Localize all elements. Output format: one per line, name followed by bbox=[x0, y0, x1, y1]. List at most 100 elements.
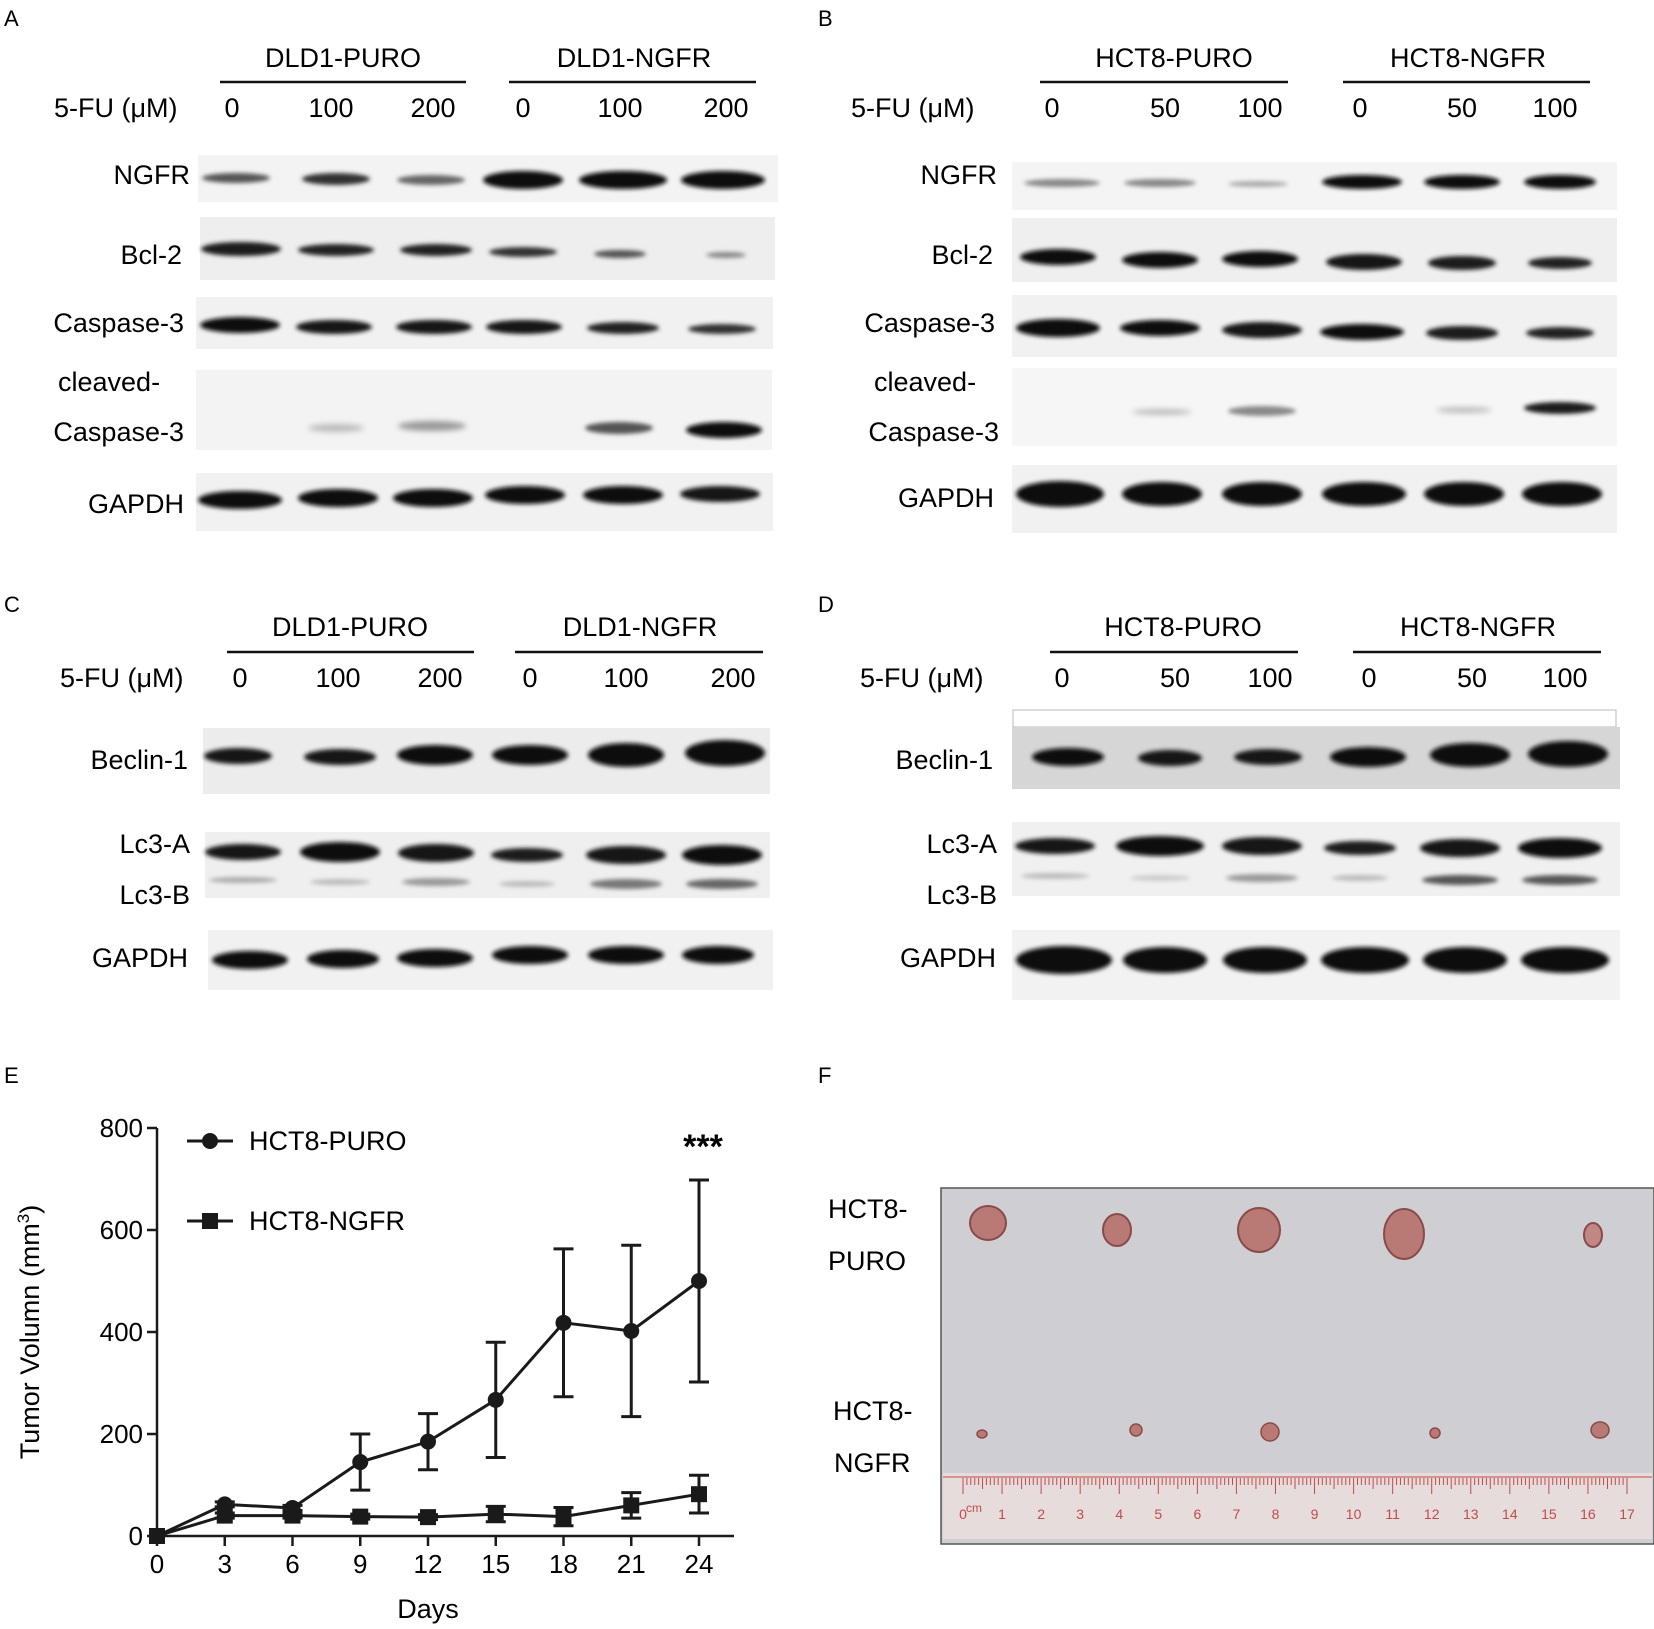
ruler-number: 7 bbox=[1233, 1506, 1241, 1522]
panel-c-letter: C bbox=[4, 592, 20, 617]
blot-strip-lc3 bbox=[205, 832, 770, 898]
ruler-number: 15 bbox=[1541, 1506, 1557, 1522]
panel-d-row-label: GAPDH bbox=[900, 943, 996, 973]
blot-band bbox=[492, 946, 568, 964]
series-1 bbox=[149, 1473, 709, 1544]
panel-f-letter: F bbox=[818, 1063, 831, 1088]
panel-d-dose: 50 bbox=[1160, 663, 1190, 693]
panel-d: D HCT8-PURO HCT8-NGFR 5-FU (μM) 0 50 100… bbox=[818, 592, 1620, 1000]
panel-d-row-label: Beclin-1 bbox=[895, 745, 993, 775]
blot-band bbox=[1016, 481, 1104, 507]
blot-band bbox=[1222, 482, 1302, 506]
blot-strip-gapdh bbox=[1012, 465, 1617, 533]
blot-band bbox=[209, 877, 277, 883]
blot-band bbox=[1424, 482, 1504, 506]
blot-band bbox=[590, 879, 662, 889]
ruler: cm 0 1 2 3 4 5 6 7 8 9 10 11 12 13 14 15 16 17 bbox=[943, 1473, 1652, 1539]
x-tick-label: 21 bbox=[617, 1549, 646, 1579]
y-tick-label: 600 bbox=[100, 1215, 143, 1245]
panel-b-row-label: Bcl-2 bbox=[931, 240, 993, 270]
ruler-unit: cm bbox=[966, 1501, 982, 1515]
blot-strip-cleaved-caspase3 bbox=[1012, 368, 1617, 446]
blot-band bbox=[397, 745, 473, 765]
blot-band bbox=[594, 250, 646, 258]
blot-band bbox=[1528, 741, 1608, 767]
panel-e: E 0 200 400 600 800 0 3 6 9 12 15 18 21 24 Days Tumor V… bbox=[4, 1063, 734, 1624]
blot-strip-ngfr bbox=[1012, 162, 1617, 210]
blot-band bbox=[1424, 175, 1500, 189]
blot-band bbox=[393, 489, 473, 507]
blot-band bbox=[486, 320, 562, 334]
data-point bbox=[352, 1454, 369, 1471]
ruler-number: 4 bbox=[1115, 1506, 1123, 1522]
panel-c-group-puro: DLD1-PURO bbox=[272, 612, 428, 642]
panel-a-dose: 200 bbox=[703, 93, 748, 123]
blot-band bbox=[1524, 175, 1596, 189]
panel-e-letter: E bbox=[4, 1063, 19, 1088]
blot-strip-frame bbox=[1012, 709, 1617, 728]
blot-band bbox=[296, 320, 372, 334]
panel-a-row-label: Caspase-3 bbox=[53, 417, 184, 447]
blot-band bbox=[706, 252, 746, 258]
blot-band bbox=[398, 844, 474, 862]
panel-f-row-label: HCT8- bbox=[828, 1194, 908, 1224]
blot-band bbox=[1016, 946, 1112, 974]
blot-band bbox=[587, 322, 659, 334]
panel-a-row-label: Bcl-2 bbox=[120, 240, 182, 270]
blot-band bbox=[300, 842, 380, 862]
tumor-specimen bbox=[1429, 1427, 1441, 1439]
panel-a-letter: A bbox=[4, 6, 19, 31]
panel-d-treatment-label: 5-FU (μM) bbox=[860, 663, 984, 693]
blot-band bbox=[579, 171, 667, 189]
tumor-specimen bbox=[1260, 1422, 1280, 1442]
blot-band bbox=[680, 486, 760, 502]
blot-band bbox=[1436, 407, 1492, 413]
panel-d-row-label: Lc3-B bbox=[926, 880, 997, 910]
x-tick-label: 0 bbox=[150, 1549, 164, 1579]
panel-a-dose: 100 bbox=[308, 93, 353, 123]
blot-band bbox=[682, 946, 754, 964]
panel-b-blot bbox=[1012, 162, 1617, 533]
ruler-body bbox=[943, 1473, 1652, 1539]
blot-band bbox=[682, 845, 762, 865]
panel-d-dose: 0 bbox=[1361, 663, 1376, 693]
blot-band bbox=[1015, 838, 1095, 854]
tumor-specimen bbox=[1590, 1421, 1610, 1439]
panel-b-row-label: NGFR bbox=[921, 160, 998, 190]
blot-band bbox=[1138, 750, 1202, 766]
blot-band bbox=[1526, 327, 1594, 339]
blot-band bbox=[1024, 179, 1100, 187]
panel-a: A DLD1-PURO DLD1-NGFR 5-FU (μM) 0 100 20… bbox=[4, 6, 778, 531]
panel-d-group-puro: HCT8-PURO bbox=[1104, 612, 1262, 642]
ruler-number: 16 bbox=[1580, 1506, 1596, 1522]
tumor-specimen bbox=[1583, 1222, 1603, 1248]
blot-band bbox=[298, 244, 374, 256]
ruler-number: 1 bbox=[998, 1506, 1006, 1522]
blot-band bbox=[1426, 326, 1498, 340]
blot-band bbox=[489, 247, 557, 257]
blot-band bbox=[1020, 249, 1096, 265]
blot-strip-gapdh bbox=[196, 473, 773, 531]
panel-a-blot bbox=[196, 155, 778, 531]
ruler-number: 3 bbox=[1076, 1506, 1084, 1522]
data-point bbox=[487, 1506, 504, 1523]
x-tick-label: 9 bbox=[353, 1549, 367, 1579]
blot-band bbox=[1324, 841, 1396, 855]
panel-c-row-label: GAPDH bbox=[92, 943, 188, 973]
blot-band bbox=[397, 949, 473, 967]
blot-band bbox=[1228, 181, 1288, 187]
panel-d-dose: 50 bbox=[1457, 663, 1487, 693]
panel-a-dose: 100 bbox=[597, 93, 642, 123]
panel-b-dose: 100 bbox=[1237, 93, 1282, 123]
panel-b-dose: 0 bbox=[1352, 93, 1367, 123]
blot-band bbox=[585, 422, 653, 434]
x-tick-label: 24 bbox=[685, 1549, 714, 1579]
tumor-specimen bbox=[969, 1205, 1007, 1241]
legend-marker bbox=[202, 1213, 218, 1229]
blot-band bbox=[586, 846, 666, 864]
ruler-number: 11 bbox=[1385, 1506, 1400, 1522]
panel-b-letter: B bbox=[818, 6, 833, 31]
ruler-number: 6 bbox=[1193, 1506, 1201, 1522]
blot-band bbox=[1116, 836, 1204, 856]
data-point bbox=[555, 1314, 572, 1331]
